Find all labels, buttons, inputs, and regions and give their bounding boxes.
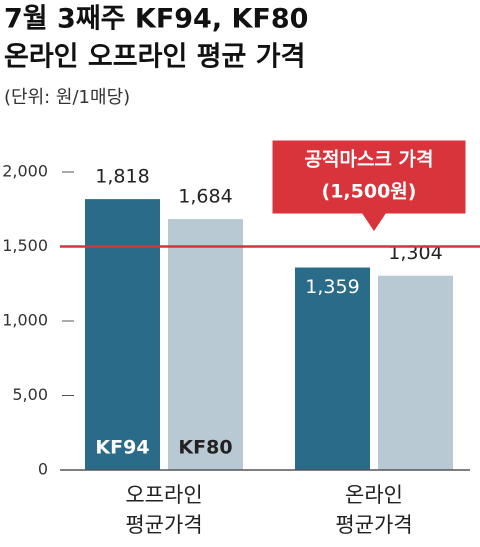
x-tick-label: 평균가격	[335, 513, 412, 537]
y-tick-label: 2,000	[2, 162, 48, 181]
data-label: 1,818	[95, 166, 149, 188]
y-tick-label: 5,00	[12, 385, 48, 404]
bar	[378, 275, 453, 470]
data-label: 1,359	[305, 276, 359, 298]
chart-title: 7월 3째주 KF94, KF80	[4, 4, 308, 35]
y-tick-label: 0	[38, 460, 48, 479]
y-tick-label: 1,000	[2, 311, 48, 330]
data-label: 1,684	[178, 186, 232, 208]
x-tick-label: 온라인	[345, 483, 403, 507]
series-label: KF80	[178, 437, 232, 459]
annotation-text: (1,500원)	[322, 181, 417, 203]
bar	[85, 199, 160, 471]
series-label: KF94	[95, 437, 149, 459]
bar	[295, 267, 370, 470]
y-tick-label: 1,500	[2, 236, 48, 255]
subtitle: (단위: 원/1매당)	[4, 87, 130, 108]
x-tick-label: 평균가격	[125, 513, 202, 537]
annotation-box	[271, 139, 467, 233]
chart-title: 온라인 오프라인 평균 가격	[4, 42, 305, 73]
bar	[168, 219, 243, 470]
annotation-text: 공적마스크 가격	[305, 149, 434, 171]
x-tick-label: 오프라인	[125, 483, 202, 507]
